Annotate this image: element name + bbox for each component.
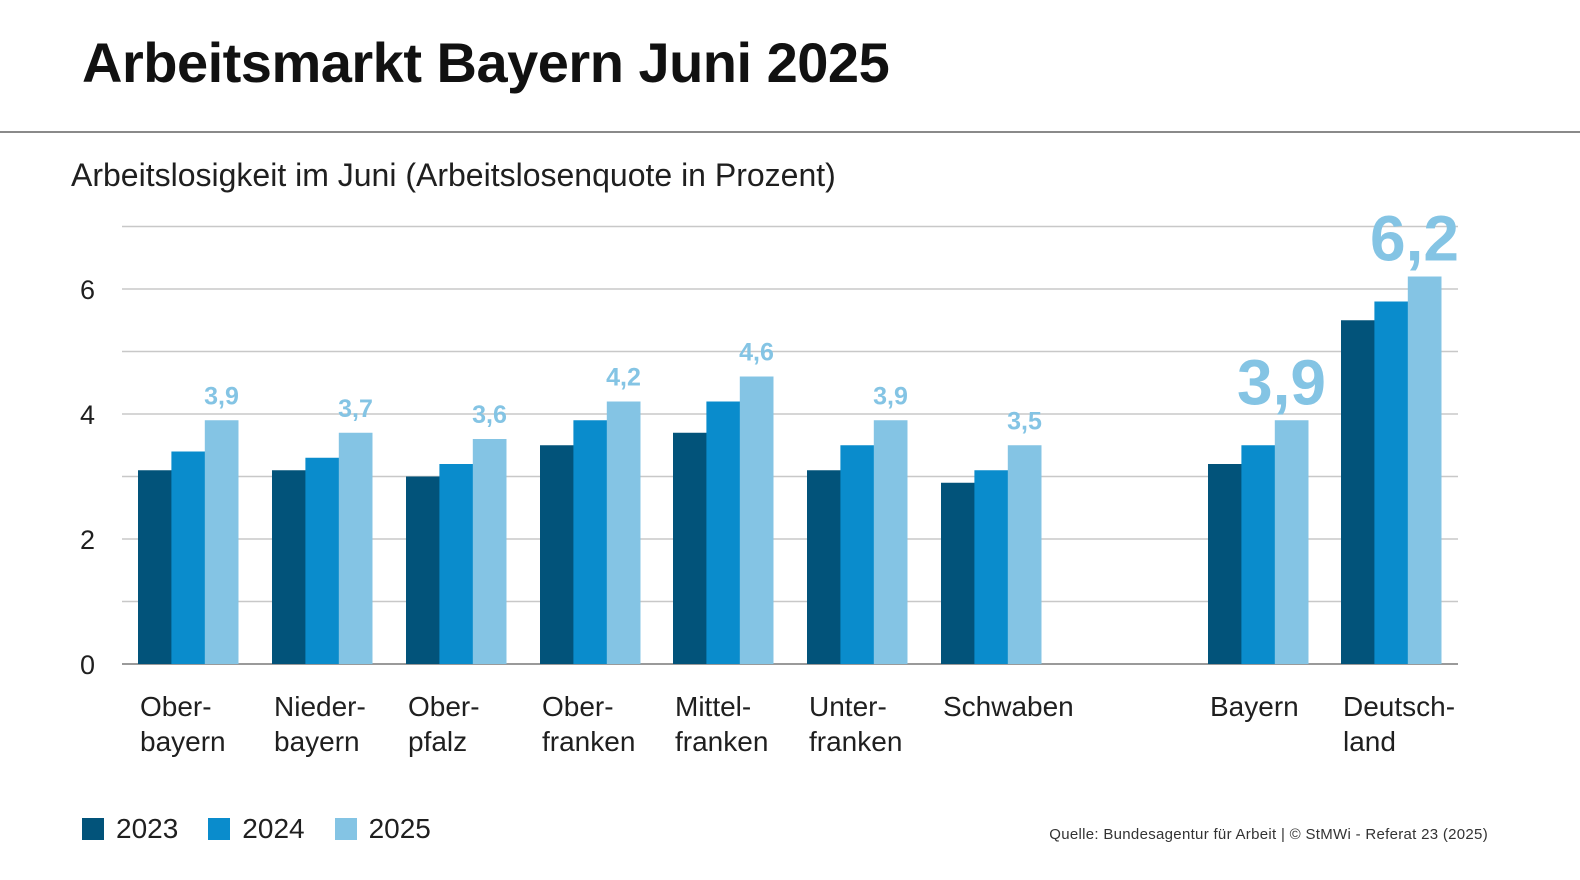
bar-2025-0 — [204, 420, 239, 664]
page-title: Arbeitsmarkt Bayern Juni 2025 — [82, 31, 890, 94]
category-label: Ober- — [140, 691, 212, 722]
legend-label-2024: 2024 — [242, 813, 305, 844]
category-label: Unter- — [809, 691, 887, 722]
category-label: Nieder- — [274, 691, 366, 722]
bar-2023-8 — [1341, 320, 1375, 664]
bar-2025-2 — [472, 439, 507, 664]
legend-item-2024: 2024 — [208, 813, 305, 845]
bar-2023-4 — [673, 432, 707, 664]
category-label: Deutsch- — [1343, 691, 1455, 722]
bar-2023-1 — [272, 470, 306, 664]
bar-2024-4 — [706, 401, 741, 664]
data-label: 3,9 — [204, 382, 239, 410]
y-tick-label: 6 — [80, 275, 95, 305]
y-tick-label: 0 — [80, 650, 95, 680]
category-label: Mittel- — [675, 691, 751, 722]
source-note: Quelle: Bundesagentur für Arbeit | © StM… — [1049, 826, 1488, 843]
legend-swatch-2024 — [208, 818, 231, 840]
legend-item-2023: 2023 — [82, 813, 178, 845]
data-label: 3,5 — [1007, 407, 1042, 435]
data-label: 3,9 — [873, 382, 908, 410]
category-label: franken — [542, 726, 635, 757]
bar-2023-0 — [138, 470, 172, 664]
bar-2024-1 — [305, 457, 340, 664]
y-tick-label: 2 — [80, 525, 95, 555]
data-label: 6,2 — [1370, 203, 1459, 275]
bar-2024-2 — [439, 464, 474, 664]
bar-2025-8 — [1407, 276, 1442, 664]
chart-title: Arbeitslosigkeit im Juni (Arbeitslosenqu… — [71, 157, 836, 193]
category-label: Ober- — [542, 691, 614, 722]
title-divider — [0, 131, 1580, 133]
y-tick-label: 4 — [80, 400, 95, 430]
bar-2023-3 — [540, 445, 574, 664]
legend-item-2025: 2025 — [334, 813, 431, 845]
category-label: pfalz — [408, 726, 467, 757]
bar-2023-2 — [406, 476, 440, 664]
bar-2025-6 — [1007, 445, 1042, 664]
bar-2024-6 — [974, 470, 1009, 664]
bar-2025-4 — [739, 376, 774, 664]
bar-2024-3 — [573, 420, 608, 664]
category-label: Ober- — [408, 691, 480, 722]
bar-2023-6 — [941, 482, 975, 664]
category-label: Bayern — [1210, 691, 1299, 722]
data-label: 4,6 — [739, 339, 774, 367]
legend-label-2025: 2025 — [368, 813, 431, 844]
bar-chart: 0 2 4 6 3,9 3,7 3,6 4,2 4,6 3,9 3,5 3,9 6,2 Ober-baye… — [80, 203, 1459, 758]
bar-2025-1 — [338, 432, 373, 664]
category-label: franken — [809, 726, 902, 757]
data-label: 4,2 — [606, 364, 641, 392]
data-label: 3,7 — [338, 395, 373, 423]
legend-swatch-2023 — [82, 818, 104, 840]
category-label: franken — [675, 726, 768, 757]
category-label: land — [1343, 726, 1396, 757]
category-label: bayern — [274, 726, 360, 757]
legend-label-2023: 2023 — [116, 813, 179, 844]
bar-2025-5 — [873, 420, 908, 664]
legend-swatch-2025 — [334, 818, 357, 840]
data-label: 3,9 — [1237, 346, 1326, 418]
bar-2024-5 — [840, 445, 875, 664]
chart-legend: 2023 2024 2025 — [82, 813, 461, 845]
category-label: bayern — [140, 726, 226, 757]
bar-2025-3 — [606, 401, 641, 664]
bar-2023-5 — [807, 470, 841, 664]
category-label: Schwaben — [943, 691, 1074, 722]
bar-2024-7 — [1241, 445, 1276, 664]
bar-2024-8 — [1374, 301, 1409, 664]
data-label: 3,6 — [472, 401, 507, 429]
bar-2025-7 — [1274, 420, 1309, 664]
bar-2023-7 — [1208, 464, 1242, 664]
bar-2024-0 — [171, 451, 206, 664]
